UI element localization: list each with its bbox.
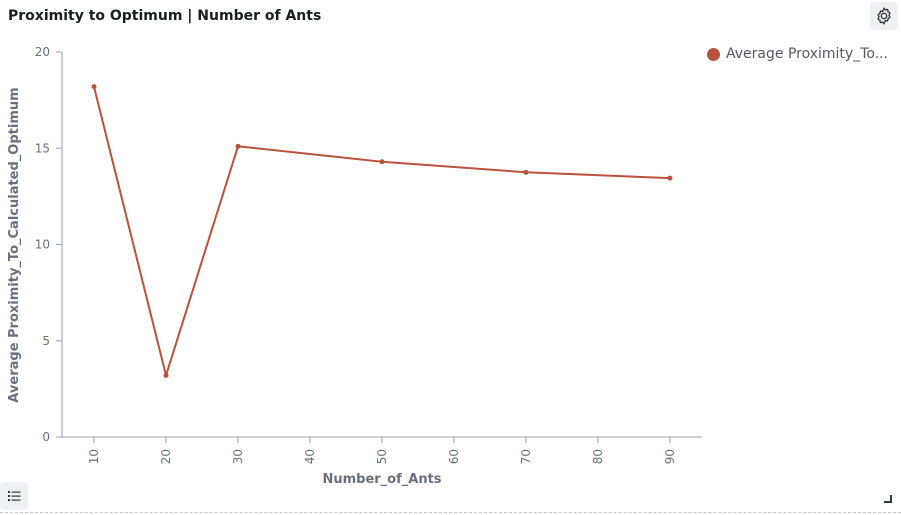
settings-button[interactable] (870, 2, 898, 30)
y-axis: 0 5 10 15 20 (35, 45, 63, 444)
x-tick-label: 10 (87, 449, 101, 464)
y-tick-label: 20 (35, 45, 50, 59)
data-point[interactable] (91, 84, 97, 90)
legend-toggle-button[interactable] (0, 482, 28, 510)
panel-title: Proximity to Optimum | Number of Ants (8, 8, 322, 24)
x-tick-label: 70 (519, 449, 533, 464)
x-axis: 10 20 30 40 50 60 70 80 90 (62, 436, 702, 464)
y-axis-title: Average Proximity_To_Calculated_Optimum (7, 87, 22, 402)
x-tick-label: 20 (159, 449, 173, 464)
y-tick-label: 0 (42, 430, 50, 444)
series-layer (91, 84, 673, 378)
y-tick-label: 5 (42, 334, 50, 348)
list-icon (8, 491, 21, 501)
data-point[interactable] (523, 169, 529, 175)
y-tick-label: 15 (35, 141, 50, 155)
x-tick-label: 90 (663, 449, 677, 464)
data-point[interactable] (379, 159, 385, 165)
x-tick-label: 80 (591, 449, 605, 464)
panel-bottom-border (0, 512, 901, 513)
legend-color-dot (707, 47, 720, 61)
resize-handle[interactable] (884, 495, 892, 503)
data-point[interactable] (235, 143, 241, 149)
legend-label: Average Proximity_To... (726, 46, 889, 62)
legend-item[interactable]: Average Proximity_To... (707, 46, 888, 62)
gear-icon (877, 7, 891, 25)
series-line (93, 86, 671, 377)
x-tick-label: 60 (447, 449, 461, 464)
x-tick-label: 50 (375, 449, 389, 464)
y-tick-label: 10 (35, 238, 50, 252)
x-tick-label: 40 (303, 449, 317, 464)
data-point[interactable] (667, 175, 673, 181)
x-tick-label: 30 (231, 449, 245, 464)
data-point[interactable] (163, 372, 169, 378)
x-axis-title: Number_of_Ants (322, 472, 441, 487)
